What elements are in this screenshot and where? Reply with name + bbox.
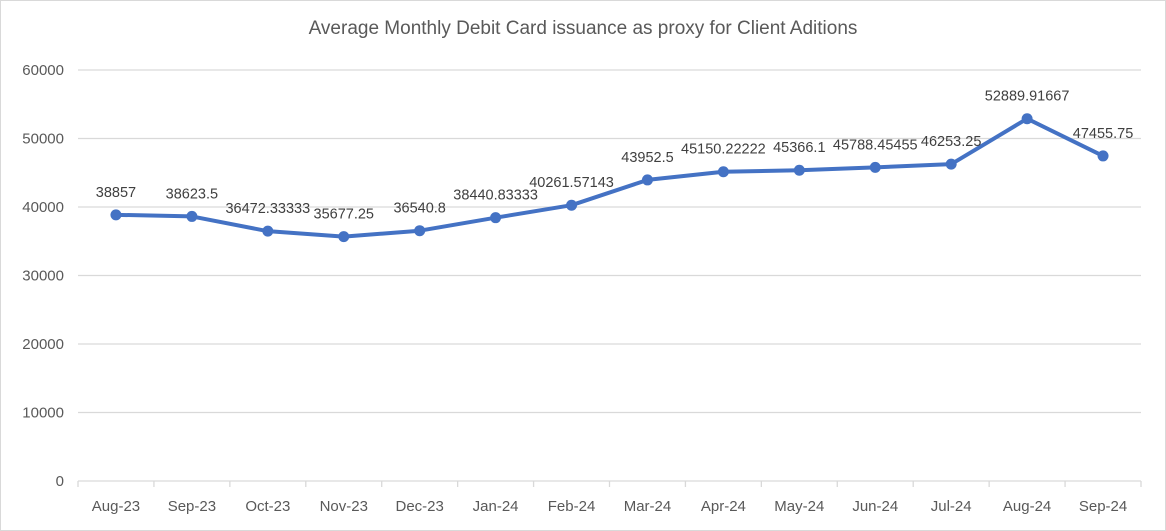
- data-label: 43952.5: [621, 150, 673, 166]
- y-tick-label: 30000: [22, 268, 64, 285]
- x-tick-label: Jun-24: [852, 498, 898, 515]
- data-point: [1097, 150, 1109, 162]
- y-tick-label: 60000: [22, 62, 64, 79]
- x-axis: Aug-23 Sep-23 Oct-23 Nov-23 Dec-23 Jan-24 Feb-…: [77, 481, 1142, 515]
- x-tick-label: Jul-24: [931, 498, 972, 515]
- x-tick-label: Nov-23: [320, 498, 368, 515]
- data-label: 36472.33333: [225, 201, 310, 217]
- data-label: 38440.83333: [453, 188, 538, 204]
- data-label: 40261.57143: [529, 175, 614, 191]
- series-line: [115, 116, 1104, 239]
- data-point: [566, 199, 578, 211]
- data-label: 36540.8: [393, 201, 445, 217]
- data-label: 45788.45455: [833, 137, 918, 153]
- data-label: 35677.25: [314, 207, 374, 223]
- data-point: [490, 212, 502, 224]
- data-label: 47455.75: [1073, 126, 1133, 142]
- x-tick-label: Aug-24: [1003, 498, 1051, 515]
- data-point: [186, 210, 198, 222]
- data-label: 46253.25: [921, 134, 981, 150]
- y-tick-label: 50000: [22, 131, 64, 148]
- y-axis: 0 10000 20000 30000 40000 50000 60000: [22, 62, 64, 490]
- x-tick-label: Oct-23: [245, 498, 290, 515]
- data-point: [869, 161, 881, 173]
- data-label: 45366.1: [773, 140, 825, 156]
- x-tick-label: Sep-23: [168, 498, 216, 515]
- x-tick-label: Sep-24: [1079, 498, 1127, 515]
- x-tick-label: May-24: [774, 498, 824, 515]
- data-labels: 38857 38623.5 36472.33333 35677.25 36540.8 38…: [96, 89, 1133, 223]
- data-label: 52889.91667: [985, 89, 1070, 105]
- data-point: [110, 209, 122, 221]
- chart-title: Average Monthly Debit Card issuance as p…: [308, 18, 858, 39]
- x-tick-label: Dec-23: [395, 498, 443, 515]
- y-tick-label: 0: [56, 473, 64, 490]
- data-point: [262, 225, 274, 237]
- series-line-group: [110, 113, 1109, 243]
- data-point: [414, 225, 426, 237]
- data-point: [641, 174, 653, 186]
- y-tick-label: 10000: [22, 405, 64, 422]
- data-point: [338, 231, 350, 243]
- data-label: 38623.5: [166, 186, 218, 202]
- y-tick-label: 20000: [22, 336, 64, 353]
- data-point: [793, 164, 805, 176]
- x-tick-label: Mar-24: [624, 498, 672, 515]
- data-point: [1021, 113, 1033, 125]
- y-tick-label: 40000: [22, 199, 64, 216]
- data-label: 38857: [96, 185, 136, 201]
- x-tick-label: Apr-24: [701, 498, 746, 515]
- x-tick-label: Jan-24: [473, 498, 519, 515]
- data-point: [717, 166, 729, 178]
- x-tick-label: Feb-24: [548, 498, 596, 515]
- data-label: 45150.22222: [681, 142, 766, 158]
- gridlines: [78, 69, 1141, 482]
- x-tick-label: Aug-23: [92, 498, 140, 515]
- data-point: [945, 158, 957, 170]
